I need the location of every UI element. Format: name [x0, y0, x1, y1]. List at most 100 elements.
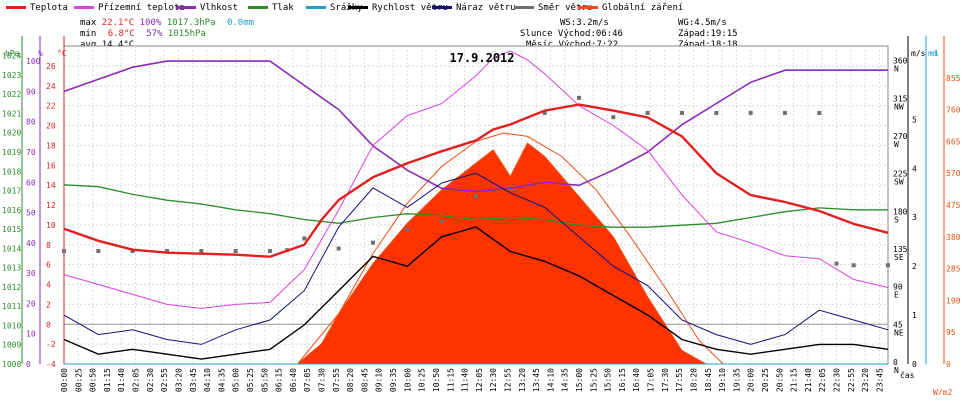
- y-tick-hum: 10: [26, 330, 36, 339]
- wind-dir-point: [474, 194, 478, 199]
- y-tick-rad: 760: [946, 106, 961, 115]
- x-tick-label: 05:25: [246, 368, 255, 392]
- y-tick-wind: 0: [912, 360, 917, 369]
- y-tick-hum: 60: [26, 178, 36, 187]
- y-tick-press: 1014: [2, 244, 21, 253]
- radiation-theoretical-line: [297, 132, 724, 365]
- stats-sun-set: Západ:19:15: [678, 29, 738, 39]
- x-tick-label: 19:35: [732, 368, 741, 392]
- y-tick-dir-label: N: [894, 366, 899, 375]
- legend-label: Srážky: [330, 3, 363, 13]
- stats-avg: avg 14.4°C: [80, 40, 134, 50]
- x-tick-label: 02:05: [132, 368, 141, 392]
- wind-dir-point: [130, 249, 135, 254]
- wind-dir-point: [96, 249, 101, 254]
- y-tick-dir-label: W: [894, 140, 899, 149]
- y-tick-rad: 380: [946, 233, 961, 242]
- wind-dir-point: [302, 236, 307, 241]
- x-tick-label: 12:30: [489, 368, 498, 392]
- legend-swatch: [74, 6, 94, 9]
- y-tick-temp: 4: [46, 281, 51, 290]
- time-axis-label: čas: [900, 370, 915, 380]
- legend-swatch: [176, 6, 196, 9]
- legend-label: Přízemní teplota: [98, 3, 185, 13]
- x-tick-label: 14:35: [561, 368, 570, 392]
- y-tick-dir: 45: [893, 320, 903, 329]
- legend-item: Srážky: [306, 3, 363, 13]
- stats-press: 1015hPa: [167, 29, 206, 39]
- y-tick-wind: 4: [912, 164, 917, 173]
- x-tick-label: 10:50: [432, 368, 441, 392]
- legend-item: Vlhkost: [176, 3, 238, 13]
- x-tick-label: 05:50: [260, 368, 269, 392]
- legend-swatch: [306, 6, 326, 9]
- stats-wg: WG:4.5m/s: [678, 18, 727, 28]
- stats-hum: 100%: [139, 18, 162, 28]
- axis-unit-mm: mm: [928, 49, 938, 58]
- x-tick-label: 15:50: [604, 368, 613, 392]
- y-tick-press: 1022: [2, 90, 21, 99]
- wind-dir-point: [542, 110, 547, 115]
- x-tick-label: 20:00: [747, 368, 756, 392]
- y-tick-temp: 16: [46, 161, 56, 170]
- x-tick-label: 10:25: [418, 368, 427, 392]
- x-tick-label: 09:35: [389, 368, 398, 392]
- wind-dir-point: [62, 249, 66, 254]
- stats-hum: 57%: [146, 29, 163, 39]
- stats-temp: 22.1°C: [101, 18, 135, 28]
- x-tick-label: 03:20: [174, 368, 183, 392]
- y-tick-temp: 10: [46, 221, 56, 230]
- legend-swatch: [514, 6, 534, 9]
- x-tick-label: 16:40: [632, 368, 641, 392]
- stats-label: avg: [80, 40, 97, 50]
- stats-temp: 6.8°C: [107, 29, 135, 39]
- y-tick-press: 1013: [2, 264, 21, 273]
- legend-item: Tlak: [248, 3, 294, 13]
- y-tick-rad: 0: [946, 360, 951, 369]
- legend-label: Rychlost větru: [372, 3, 448, 13]
- y-tick-hum: 30: [26, 269, 36, 278]
- x-tick-label: 07:05: [303, 368, 312, 392]
- y-tick-rad: 665: [946, 137, 961, 146]
- y-tick-hum: 80: [26, 118, 36, 127]
- legend-item: Globální záření: [578, 3, 683, 13]
- y-tick-temp: -2: [46, 340, 56, 349]
- legend-swatch: [248, 6, 268, 9]
- x-tick-label: 13:45: [532, 368, 541, 392]
- x-tick-label: 07:30: [318, 368, 327, 392]
- x-tick-label: 08:20: [346, 368, 355, 392]
- y-tick-dir-label: S: [894, 215, 899, 224]
- y-tick-temp: 26: [46, 62, 56, 71]
- axis-unit-degc: °C: [57, 49, 67, 58]
- radiation-area: [296, 142, 708, 365]
- y-tick-press: 1018: [2, 167, 21, 176]
- y-tick-press: 1016: [2, 206, 21, 215]
- wind-dir-point: [268, 249, 272, 254]
- y-tick-hum: 20: [26, 299, 36, 308]
- wind-dir-point: [783, 110, 787, 115]
- y-tick-press: 1012: [2, 283, 21, 292]
- x-tick-label: 21:40: [804, 368, 813, 392]
- x-tick-label: 01:15: [103, 368, 112, 392]
- y-tick-dir-label: NW: [894, 102, 904, 111]
- y-tick-temp: 12: [46, 201, 56, 210]
- y-tick-press: 1008: [2, 360, 21, 369]
- y-tick-dir: 225: [893, 170, 908, 179]
- y-tick-temp: 2: [46, 300, 51, 309]
- y-tick-press: 1020: [2, 129, 21, 138]
- legend-label: Směr větru: [538, 3, 593, 13]
- y-tick-dir: 180: [893, 207, 908, 216]
- y-tick-rain: -1: [929, 49, 939, 58]
- x-tick-label: 14:10: [546, 368, 555, 392]
- wind-dir-point: [611, 115, 616, 120]
- ground-temp-line: [63, 50, 889, 309]
- legend-swatch: [578, 6, 598, 9]
- x-tick-label: 15:25: [589, 368, 598, 392]
- y-tick-dir: 0: [893, 358, 898, 367]
- y-tick-rad: 285: [946, 265, 961, 274]
- x-tick-label: 23:20: [861, 368, 870, 392]
- y-tick-dir-label: NE: [894, 328, 904, 337]
- x-tick-label: 11:40: [461, 368, 470, 392]
- legend-swatch: [348, 6, 368, 9]
- y-tick-dir: 360: [893, 57, 908, 66]
